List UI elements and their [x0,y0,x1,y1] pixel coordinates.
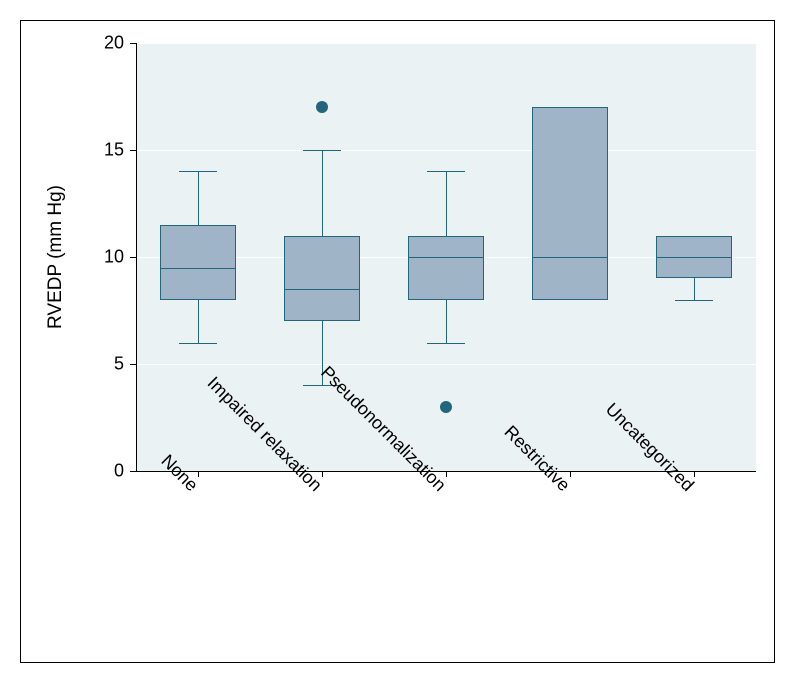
grid-line [136,43,756,44]
x-tick-mark [198,471,199,477]
median-line [656,257,733,258]
y-axis-line [136,43,137,471]
x-tick-mark [570,471,571,477]
box [532,107,609,300]
y-tick-label: 20 [104,33,124,54]
median-line [160,268,237,269]
y-axis-title: RVEDP (mm Hg) [45,185,67,329]
y-tick-label: 0 [114,461,124,482]
whisker-cap-upper [303,150,341,151]
box [160,225,237,300]
whisker-lower [198,300,199,343]
x-tick-mark [446,471,447,477]
median-line [408,257,485,258]
whisker-upper [446,171,447,235]
whisker-lower [694,278,695,299]
y-tick-label: 10 [104,247,124,268]
whisker-cap-lower [179,343,217,344]
grid-line [136,150,756,151]
whisker-upper [198,171,199,225]
median-line [532,257,609,258]
whisker-cap-lower [427,343,465,344]
whisker-lower [446,300,447,343]
outlier-point [440,401,452,413]
box [408,236,485,300]
outlier-point [316,101,328,113]
y-tick-label: 5 [114,354,124,375]
y-tick-label: 15 [104,140,124,161]
whisker-upper [322,150,323,236]
x-tick-mark [322,471,323,477]
box [284,236,361,322]
whisker-cap-upper [427,171,465,172]
grid-line [136,364,756,365]
whisker-cap-upper [179,171,217,172]
median-line [284,289,361,290]
whisker-cap-lower [675,300,713,301]
chart-container: RVEDP (mm Hg) 05101520NoneImpaired relax… [20,20,775,663]
x-tick-mark [694,471,695,477]
